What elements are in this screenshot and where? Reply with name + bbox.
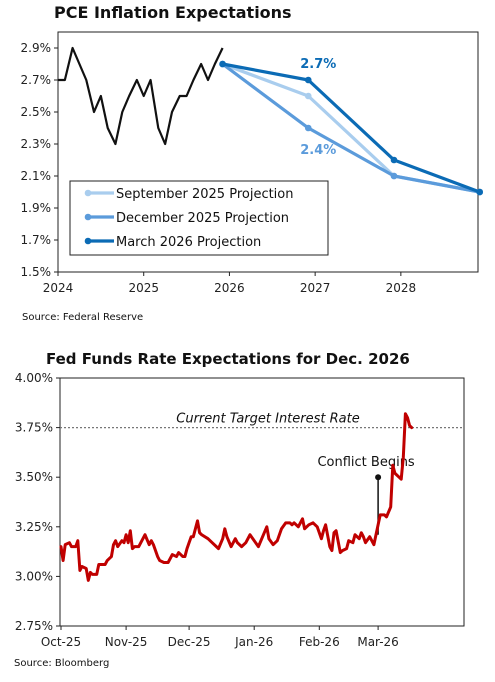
chart2-x-tick-label: Nov-25	[105, 635, 148, 649]
chart1-y-tick-label: 2.5%	[21, 105, 52, 119]
chart1-series-point-2	[390, 156, 398, 164]
chart1-lines	[58, 46, 484, 196]
chart1-y-tick-label: 2.9%	[21, 41, 52, 55]
chart1-series-line-1	[221, 62, 481, 194]
chart1-series-point-2	[219, 60, 226, 68]
chart1-history-line	[58, 46, 224, 146]
chart1-y-tick-label: 2.1%	[21, 169, 52, 183]
chart2-plot-frame	[59, 377, 465, 627]
chart1-y-tick-label: 2.3%	[21, 137, 52, 151]
chart2-y-tick-label: 2.75%	[15, 619, 53, 633]
chart1-series-line-2	[222, 62, 481, 194]
chart1-title: PCE Inflation Expectations	[54, 3, 292, 22]
chart1-y-tick-label: 1.7%	[21, 233, 52, 247]
chart1-plot-frame	[57, 31, 479, 273]
chart2-event-marker: Conflict Begins	[317, 455, 415, 535]
chart2-reference-line-label: Current Target Interest Rate	[176, 412, 359, 427]
chart2-y-ticks: 2.75% 3.00% 3.25% 3.50% 3.75% 4.00%	[15, 371, 60, 633]
chart2-lines	[59, 412, 414, 582]
chart2-x-tick-label: Oct-25	[41, 635, 81, 649]
chart1-legend-swatch-dot-0	[84, 189, 92, 197]
chart1-annotation-label: 2.7%	[300, 57, 336, 72]
chart1-annotation-label: 2.4%	[300, 143, 336, 158]
chart1-series-point-1	[304, 124, 312, 132]
chart1-x-tick-label: 2026	[214, 281, 245, 295]
chart2-x-tick-label: Mar-26	[357, 635, 398, 649]
chart1-x-ticks: 2024 2025 2026 2027 2028	[43, 272, 416, 295]
chart2-x-tick-label: Dec-25	[168, 635, 211, 649]
chart1-series-point-2	[476, 188, 484, 196]
chart1-legend: September 2025 Projection December 2025 P…	[69, 180, 329, 256]
chart2-x-tick-label: Jan-26	[234, 635, 273, 649]
chart2-x-tick-label: Feb-26	[299, 635, 340, 649]
chart2-source: Source: Bloomberg	[14, 658, 109, 669]
chart1-y-tick-label: 1.5%	[21, 265, 52, 279]
chart2-y-tick-label: 3.00%	[15, 569, 53, 583]
chart1-series-line-0	[222, 62, 481, 194]
chart2-event-label: Conflict Begins	[317, 455, 414, 470]
chart2-x-ticks: Oct-25 Nov-25 Dec-25 Jan-26 Feb-26 Mar-26	[41, 626, 399, 649]
chart1-series-point-1	[390, 172, 398, 180]
chart1-series-point-2	[304, 76, 312, 84]
chart1-legend-label-2: March 2026 Projection	[116, 235, 261, 250]
chart1-y-tick-label: 1.9%	[21, 201, 52, 215]
chart1-x-tick-label: 2025	[128, 281, 159, 295]
chart1-legend-label-1: December 2025 Projection	[116, 211, 289, 226]
chart2-y-tick-label: 3.50%	[15, 470, 53, 484]
chart2-series-line	[59, 412, 414, 582]
chart1-legend-label-0: September 2025 Projection	[116, 187, 294, 202]
chart2-y-tick-label: 3.75%	[15, 421, 53, 435]
chart2-event-dot	[375, 474, 382, 481]
chart1-y-ticks: 1.5% 1.7% 1.9% 2.1% 2.3% 2.5% 2.7% 2.9%	[21, 41, 58, 279]
chart2-axes	[59, 377, 465, 627]
chart1-series-point-0	[304, 92, 312, 100]
chart2-reference-line: Current Target Interest Rate	[60, 412, 464, 429]
chart1-legend-swatch-dot-1	[84, 213, 92, 221]
chart2-y-tick-label: 4.00%	[15, 371, 53, 385]
chart1-y-tick-label: 2.7%	[21, 73, 52, 87]
chart1-legend-swatch-dot-2	[84, 237, 92, 245]
chart1-source: Source: Federal Reserve	[22, 312, 143, 323]
chart2-title: Fed Funds Rate Expectations for Dec. 202…	[46, 350, 410, 368]
chart1-axes	[57, 31, 479, 273]
chart1-x-tick-label: 2028	[386, 281, 417, 295]
chart1-x-tick-label: 2024	[43, 281, 74, 295]
chart2-y-tick-label: 3.25%	[15, 520, 53, 534]
chart1-x-tick-label: 2027	[300, 281, 331, 295]
chart1-annotations: 2.7% 2.4%	[300, 57, 336, 158]
